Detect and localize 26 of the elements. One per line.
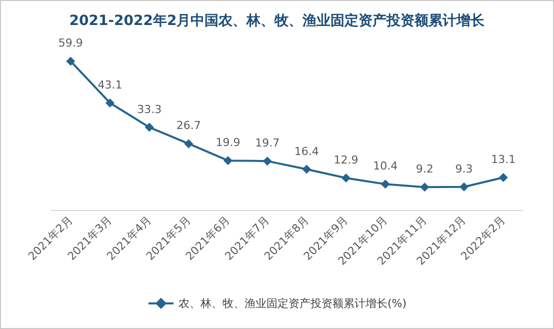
data-label: 19.9 [216, 136, 240, 150]
chart-title: 2021-2022年2月中国农、林、牧、渔业固定资产投资额累计增长 [69, 12, 486, 29]
point [460, 182, 468, 192]
point [380, 180, 390, 189]
data-label: 43.1 [98, 78, 122, 92]
point [262, 156, 272, 166]
data-label: 59.9 [58, 36, 83, 50]
data-label: 19.7 [255, 136, 280, 150]
point [342, 173, 350, 182]
point [224, 156, 232, 166]
data-label: 33.3 [137, 102, 162, 116]
data-label: 13.1 [491, 152, 516, 166]
point [144, 122, 154, 132]
point [66, 56, 76, 66]
point [302, 164, 312, 174]
data-label: 12.9 [334, 153, 358, 166]
data-label: 16.4 [294, 144, 319, 158]
point [498, 172, 508, 182]
data-label: 9.2 [416, 162, 434, 176]
data-label: 9.3 [455, 162, 473, 176]
data-label: 10.4 [373, 160, 398, 173]
point [420, 182, 430, 192]
point [184, 139, 194, 148]
data-label: 26.7 [176, 119, 201, 132]
legend-label: 农、林、牧、渔业固定资产投资额累计增长(%) [178, 296, 407, 310]
point [106, 98, 114, 108]
